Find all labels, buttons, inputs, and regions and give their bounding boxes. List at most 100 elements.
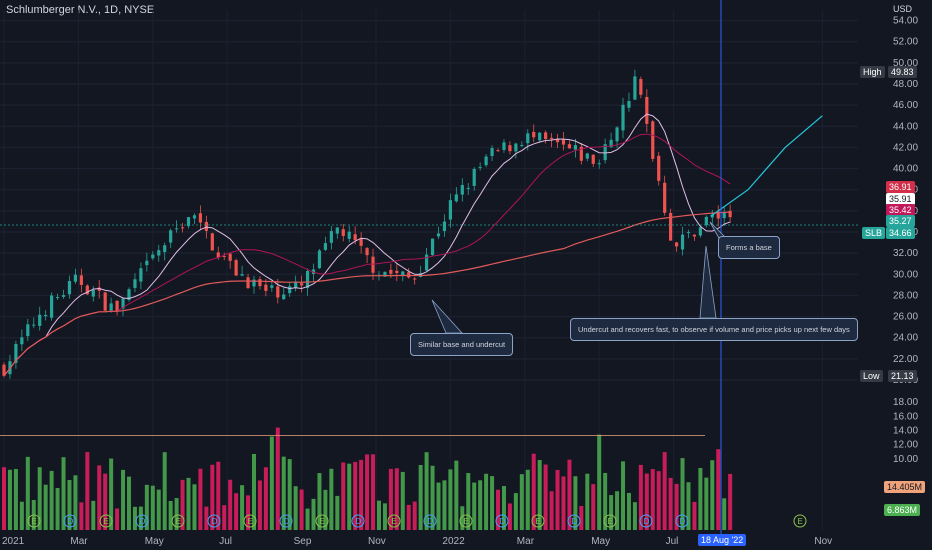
event-letter: D <box>284 517 290 526</box>
volume-bar <box>222 505 227 530</box>
price-tick-label: 48.00 <box>893 79 918 90</box>
candle-body <box>674 242 679 247</box>
volume-bar <box>466 473 471 530</box>
candle-body <box>555 139 560 143</box>
price-tick-label: 32.00 <box>893 248 918 259</box>
candle-body <box>335 227 339 234</box>
volume-bar <box>692 501 697 530</box>
dividend-event-icon <box>207 514 221 528</box>
earnings-event-icon <box>99 514 113 528</box>
dividend-event-icon <box>567 514 581 528</box>
volume-bar <box>472 482 477 530</box>
volume-bar <box>168 500 173 530</box>
volume-bar <box>138 506 143 530</box>
volume-bar <box>722 498 727 530</box>
volume-bar <box>257 480 262 530</box>
candle-body <box>222 255 226 257</box>
low-badge-label: Low <box>860 370 883 382</box>
candle-body <box>460 185 464 195</box>
candle-body <box>38 314 42 326</box>
volume-bar <box>126 476 131 530</box>
volume-bar <box>371 454 376 530</box>
volume-bar <box>418 465 423 530</box>
high-badge-value: 49.83 <box>888 66 917 78</box>
volume-bar <box>650 469 655 530</box>
candle-body <box>157 250 161 256</box>
volume-bar <box>436 482 441 530</box>
volume-bar <box>115 508 120 530</box>
candle-body <box>478 166 482 168</box>
volume-bar <box>234 493 239 530</box>
volume-bar <box>144 484 149 530</box>
candle-body <box>603 144 607 161</box>
callout-forms-base: Forms a base <box>718 236 780 259</box>
candle-body <box>698 227 702 236</box>
volume-bar <box>710 460 715 530</box>
low-badge-value: 21.13 <box>888 370 917 382</box>
earnings-event-icon <box>793 514 807 528</box>
volume-tick-label: 10.00 <box>893 454 918 465</box>
candle-body <box>163 245 167 253</box>
event-letter: E <box>608 517 613 526</box>
x-tick-label: Nov <box>368 536 386 547</box>
volume-bar <box>55 487 60 530</box>
candle-body <box>32 324 36 326</box>
event-letter: D <box>140 517 146 526</box>
volume-bar <box>406 504 411 530</box>
callout-undercut-pointer <box>699 245 717 319</box>
earnings-event-icon <box>603 514 617 528</box>
candle-body <box>633 76 637 100</box>
candle-body <box>192 215 197 219</box>
dividend-event-icon <box>675 514 689 528</box>
volume-tick-label: 18.00 <box>893 397 918 408</box>
volume-bar <box>412 501 417 530</box>
candle-body <box>502 142 506 150</box>
candle-body <box>216 252 220 258</box>
candle-body <box>383 271 387 277</box>
volume-bar <box>382 503 387 530</box>
level-badge-1: 36.91 <box>886 181 915 193</box>
volume-bar <box>311 498 316 530</box>
dividend-event-icon <box>495 514 509 528</box>
candle-body <box>484 156 488 166</box>
volume-bar <box>305 508 310 530</box>
candle-body <box>639 79 643 95</box>
volume-bar <box>490 476 495 530</box>
volume-bar <box>668 477 673 530</box>
volume-bar <box>579 505 584 530</box>
candle-body <box>329 231 333 243</box>
candle-body <box>538 132 542 141</box>
volume-bar <box>597 434 602 530</box>
candle-body <box>294 281 298 288</box>
dividend-event-icon <box>423 514 437 528</box>
volume-bar <box>585 473 590 530</box>
volume-bar <box>240 485 245 530</box>
candle-body <box>490 148 494 157</box>
volume-bar <box>644 473 649 530</box>
x-tick-label: Sep <box>294 536 312 547</box>
candle-body <box>365 248 369 256</box>
price-tick-label: 54.00 <box>893 16 918 27</box>
volume-bar <box>621 461 626 530</box>
volume-bar <box>198 468 203 530</box>
event-letter: E <box>798 517 803 526</box>
candle-body <box>61 295 66 297</box>
price-tick-label: 42.00 <box>893 142 918 153</box>
price-tick-label: 46.00 <box>893 100 918 111</box>
volume-bar <box>180 479 185 530</box>
price-tick-label: 44.00 <box>893 121 918 132</box>
event-letter: E <box>248 517 253 526</box>
candle-body <box>175 228 179 230</box>
volume-bar <box>460 506 465 530</box>
volume-bar <box>519 474 524 530</box>
price-tick-label: 50.00 <box>893 58 918 69</box>
volume-bar <box>210 464 215 530</box>
candle-body <box>627 101 631 108</box>
x-tick-label: Mar <box>70 536 88 547</box>
candle-body <box>258 279 262 287</box>
volume-bar <box>573 476 578 530</box>
candle-body <box>526 133 530 144</box>
projection-line <box>710 115 823 217</box>
candle-body <box>115 300 119 312</box>
